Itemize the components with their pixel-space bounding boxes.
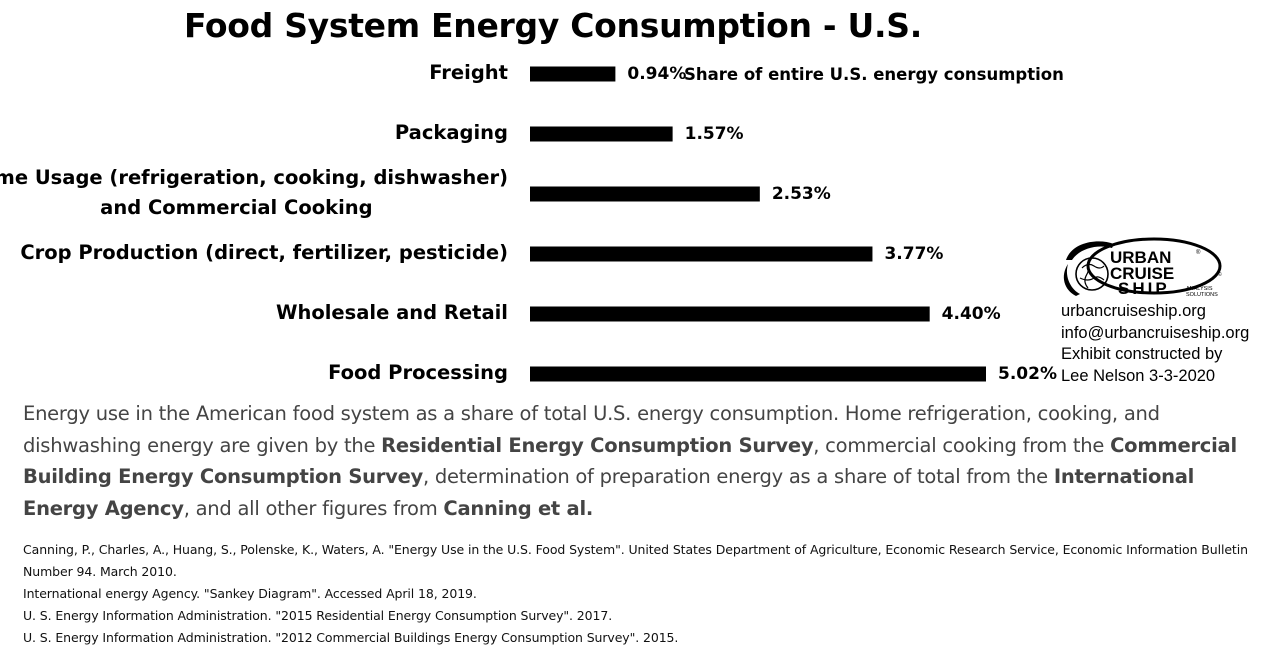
category-label-line: Home Usage (refrigeration, cooking, dish… <box>0 166 508 189</box>
urban-cruise-ship-logo: URBAN ® CRUISE SHIP © ANALYSIS SOLUTIONS <box>1063 237 1222 298</box>
value-label: 5.02% <box>998 364 1057 384</box>
value-label: 3.77% <box>884 244 944 264</box>
credit-line-1: Exhibit constructed by <box>1061 345 1223 363</box>
chart-title: Food System Energy Consumption - U.S. <box>184 6 922 45</box>
bar <box>530 66 616 82</box>
value-label: 1.57% <box>684 124 744 144</box>
category-label-line: Freight <box>429 61 508 84</box>
website-link[interactable]: urbancruiseship.org <box>1061 302 1206 320</box>
description-text-1: Energy use in the American food system a… <box>23 402 1160 457</box>
email-link[interactable]: info@urbancruiseship.org <box>1061 323 1250 342</box>
category-label: Crop Production (direct, fertilizer, pes… <box>20 238 508 268</box>
category-label-line: Wholesale and Retail <box>275 301 508 324</box>
references: Canning, P., Charles, A., Huang, S., Pol… <box>23 539 1263 649</box>
category-label: Wholesale and Retail <box>276 298 508 328</box>
category-label: Packaging <box>395 118 508 148</box>
category-label: Freight <box>429 58 508 88</box>
bar <box>530 186 760 202</box>
reference-canning: Canning, P., Charles, A., Huang, S., Pol… <box>23 542 1248 579</box>
category-label-line: Crop Production (direct, fertilizer, pes… <box>20 241 508 264</box>
bar-chart <box>530 66 986 382</box>
svg-text:SHIP: SHIP <box>1118 279 1170 298</box>
bar <box>530 306 930 322</box>
contact-block: urbancruiseship.org info@urbancruiseship… <box>1061 301 1249 387</box>
reference-recs: U. S. Energy Information Administration.… <box>23 608 613 623</box>
reference-iea: International energy Agency. "Sankey Dia… <box>23 586 477 601</box>
bar <box>530 366 986 382</box>
category-label: Home Usage (refrigeration, cooking, dish… <box>0 163 508 223</box>
value-label: 4.40% <box>941 304 1001 324</box>
description-text-2: , commercial cooking from the <box>813 433 1111 457</box>
svg-text:CRUISE: CRUISE <box>1110 264 1174 283</box>
description-source-canning: Canning et al. <box>443 496 594 520</box>
bar <box>530 246 873 262</box>
description-source-recs: Residential Energy Consumption Survey <box>381 433 814 457</box>
svg-text:ANALYSIS: ANALYSIS <box>1186 286 1213 292</box>
chart-description: Energy use in the American food system a… <box>23 398 1263 524</box>
category-label-line: Food Processing <box>328 361 508 384</box>
svg-text:®: ® <box>1196 249 1201 256</box>
value-label: 0.94% <box>627 64 687 84</box>
value-label: 2.53% <box>771 184 831 204</box>
description-source-iea: International Energy Agency <box>23 465 1195 520</box>
description-text-4: , and all other figures from <box>183 496 444 520</box>
description-source-cbecs: Commercial Building Energy Consumption S… <box>23 433 1237 489</box>
category-label: Food Processing <box>328 358 508 388</box>
description-text-3: , determination of preparation energy as… <box>423 465 1054 488</box>
chart-annotation: Share of entire U.S. energy consumption <box>684 65 1064 84</box>
svg-text:SOLUTIONS: SOLUTIONS <box>1186 292 1218 298</box>
reference-cbecs: U. S. Energy Information Administration.… <box>23 630 679 645</box>
svg-text:URBAN: URBAN <box>1110 248 1171 267</box>
category-label-line: and Commercial Cooking <box>100 196 373 219</box>
credit-line-2: Lee Nelson 3-3-2020 <box>1061 366 1216 385</box>
category-label-line: Packaging <box>394 121 508 144</box>
bar <box>530 126 673 142</box>
svg-text:©: © <box>1218 271 1222 278</box>
